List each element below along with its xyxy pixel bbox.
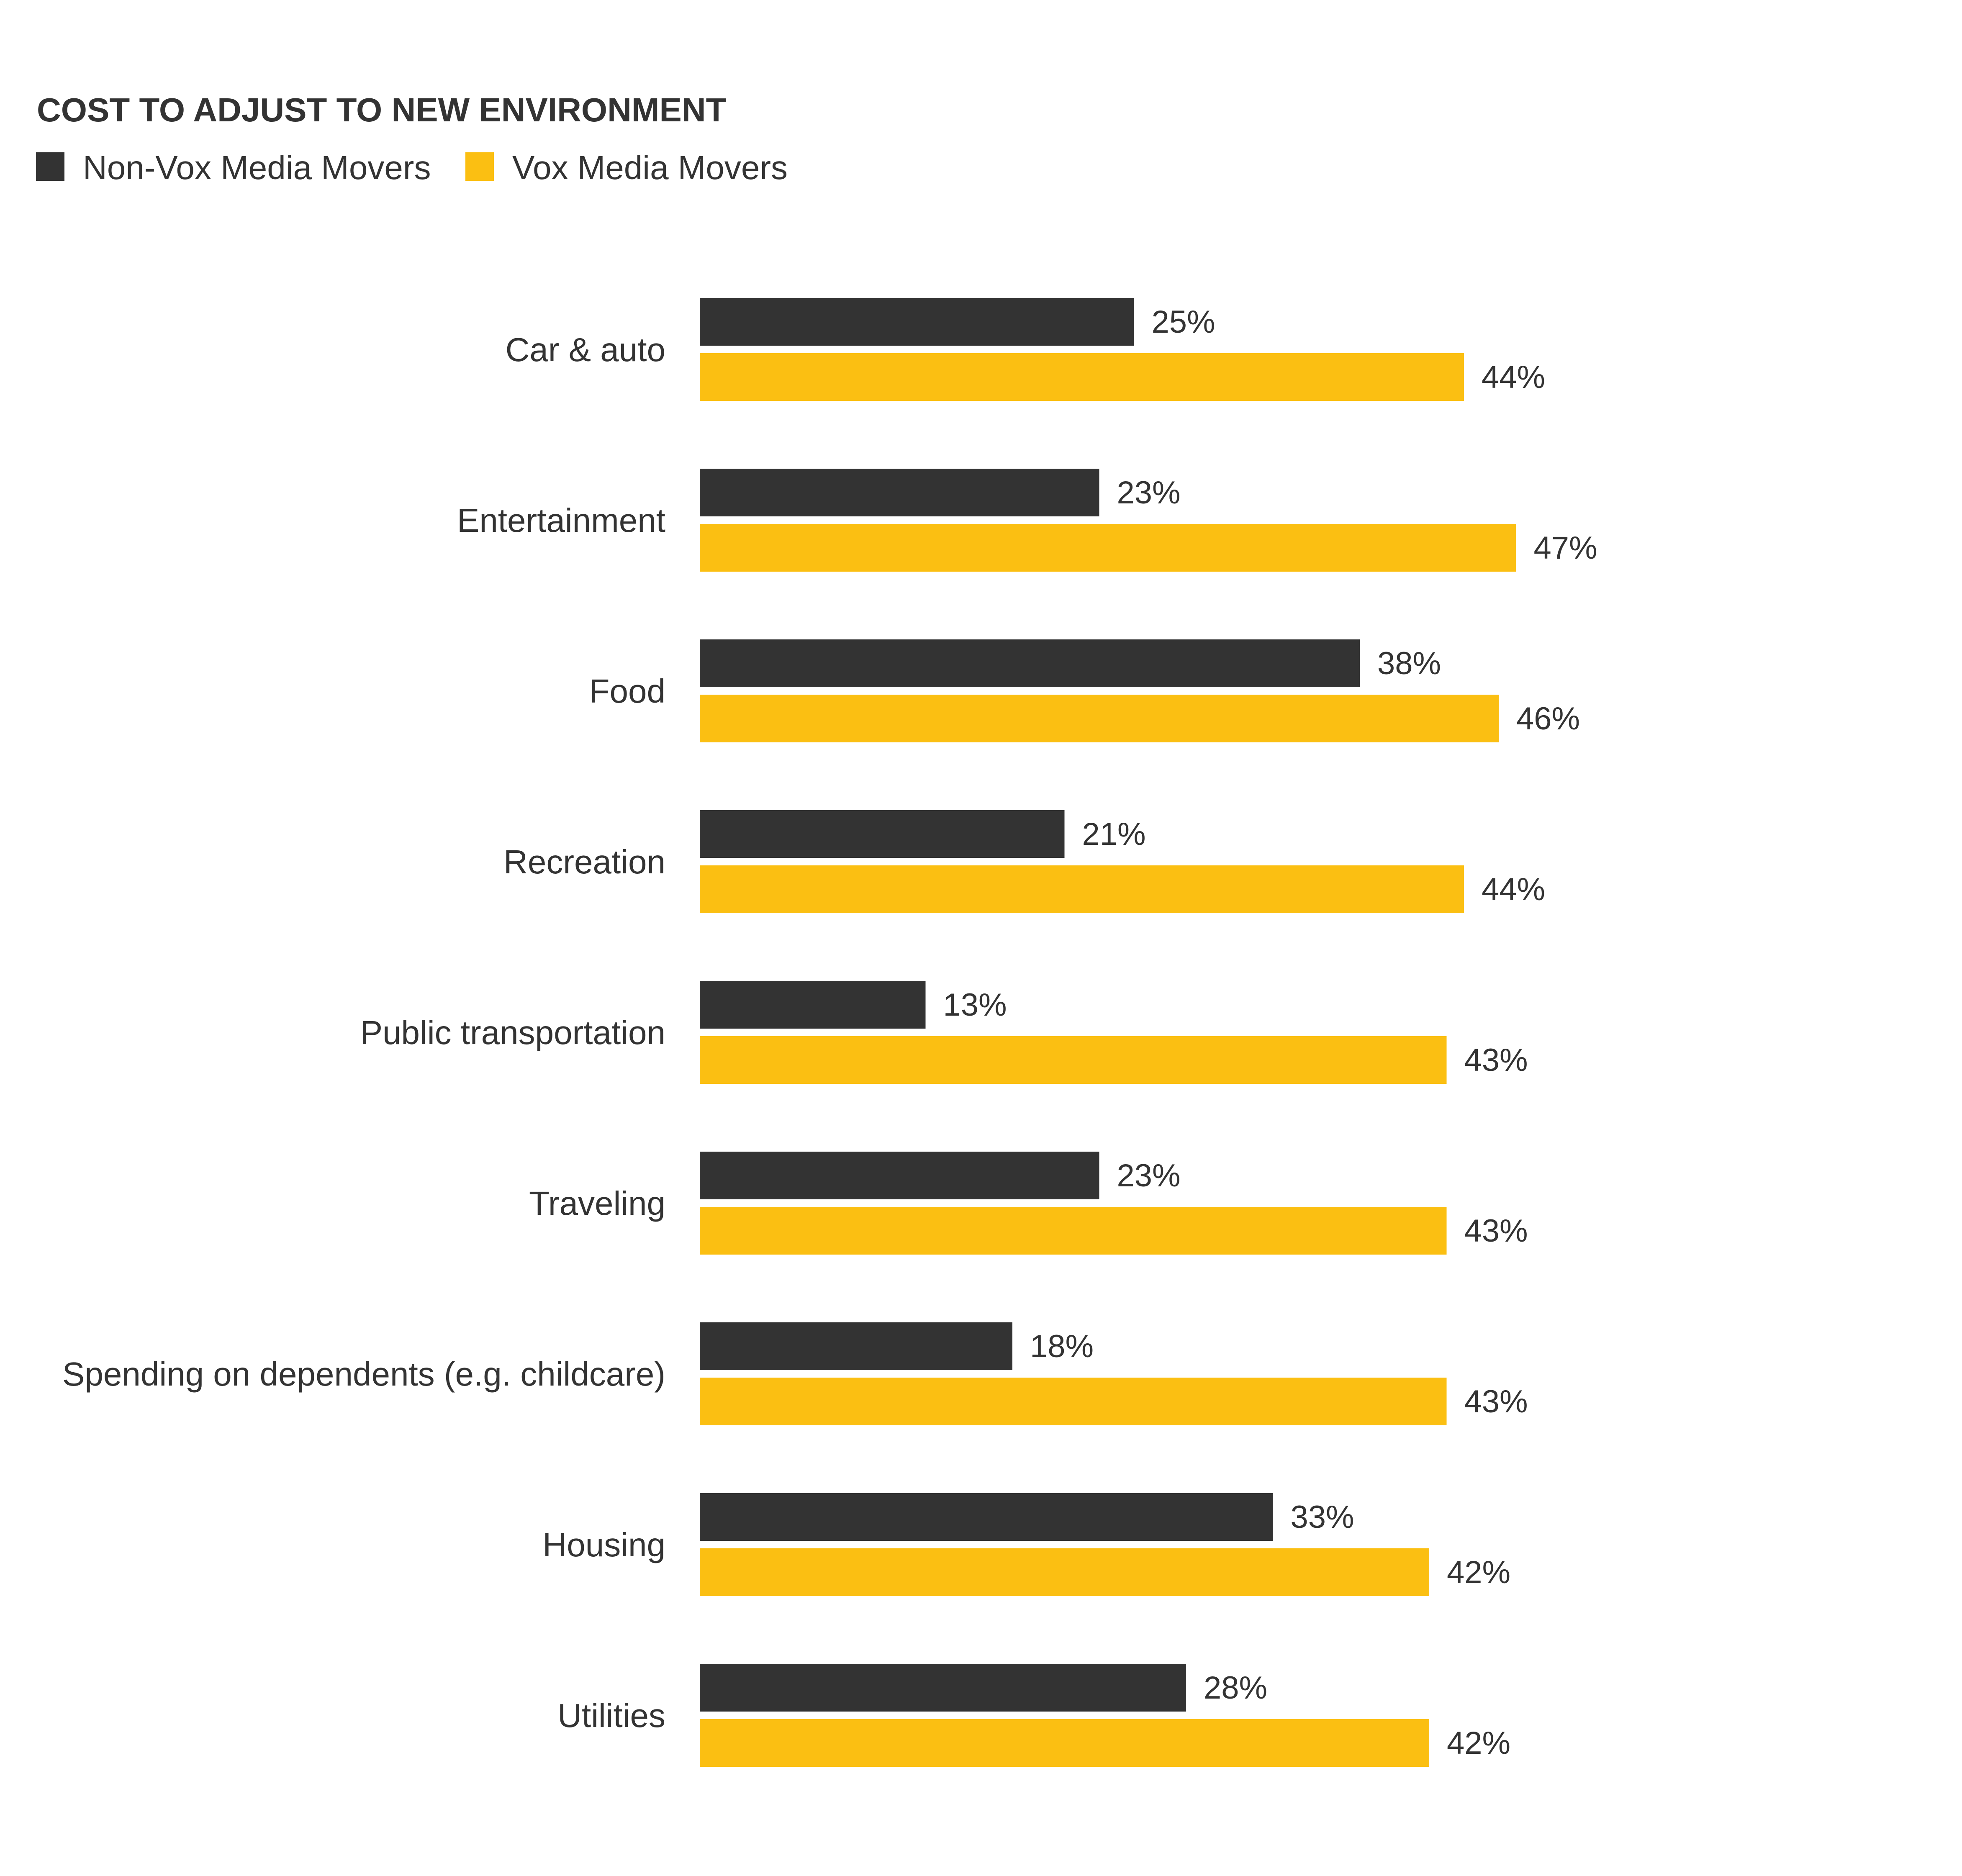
bar-non-vox xyxy=(700,469,1099,516)
value-label-non-vox: 13% xyxy=(943,987,1007,1023)
bar-non-vox xyxy=(700,1152,1099,1199)
value-label-vox: 47% xyxy=(1534,530,1597,566)
category-group: Public transportation 13% 43% xyxy=(360,981,1528,1084)
plot-area: Car & auto 25% 44% Entertainment 23% 47% Food 3… xyxy=(62,298,1597,1767)
bar-non-vox xyxy=(700,1493,1273,1541)
value-label-non-vox: 28% xyxy=(1204,1670,1267,1706)
category-label: Entertainment xyxy=(457,502,665,539)
value-label-non-vox: 33% xyxy=(1291,1499,1354,1535)
bar-non-vox xyxy=(700,981,926,1029)
value-label-vox: 43% xyxy=(1464,1213,1528,1249)
legend-swatch-vox xyxy=(465,152,494,181)
bar-non-vox xyxy=(700,810,1065,858)
bar-vox xyxy=(700,1036,1447,1084)
category-group: Spending on dependents (e.g. childcare) 1… xyxy=(62,1322,1528,1425)
category-label: Food xyxy=(589,672,665,710)
bar-vox xyxy=(700,1548,1429,1596)
value-label-vox: 43% xyxy=(1464,1384,1528,1419)
value-label-non-vox: 23% xyxy=(1117,1158,1181,1193)
bar-vox xyxy=(700,865,1464,913)
value-label-vox: 42% xyxy=(1447,1725,1510,1761)
bar-vox xyxy=(700,524,1516,572)
category-group: Food 38% 46% xyxy=(589,639,1580,742)
category-label: Public transportation xyxy=(360,1014,665,1051)
category-group: Car & auto 25% 44% xyxy=(506,298,1545,401)
value-label-vox: 42% xyxy=(1447,1555,1510,1590)
bar-non-vox xyxy=(700,298,1134,346)
value-label-non-vox: 23% xyxy=(1117,475,1181,511)
legend: Non-Vox Media Movers Vox Media Movers xyxy=(36,149,788,186)
category-label: Recreation xyxy=(503,843,665,880)
category-label: Housing xyxy=(542,1526,665,1563)
value-label-non-vox: 18% xyxy=(1030,1329,1094,1364)
bar-vox xyxy=(700,353,1464,401)
category-group: Traveling 23% 43% xyxy=(529,1152,1528,1255)
bar-vox xyxy=(700,1207,1447,1255)
legend-swatch-non-vox xyxy=(36,152,64,181)
value-label-vox: 46% xyxy=(1516,701,1580,737)
bar-vox xyxy=(700,1378,1447,1425)
value-label-non-vox: 21% xyxy=(1082,816,1146,852)
legend-label-vox: Vox Media Movers xyxy=(512,149,788,186)
category-group: Recreation 21% 44% xyxy=(503,810,1545,913)
bar-non-vox xyxy=(700,1664,1186,1712)
category-group: Utilities 28% 42% xyxy=(557,1664,1510,1767)
chart-title: COST TO ADJUST TO NEW ENVIRONMENT xyxy=(37,91,727,128)
value-label-vox: 43% xyxy=(1464,1042,1528,1078)
value-label-non-vox: 38% xyxy=(1377,646,1441,681)
category-label: Car & auto xyxy=(506,331,665,368)
bar-vox xyxy=(700,695,1499,742)
category-group: Housing 33% 42% xyxy=(542,1493,1510,1596)
category-group: Entertainment 23% 47% xyxy=(457,469,1597,572)
value-label-vox: 44% xyxy=(1482,872,1545,907)
bar-non-vox xyxy=(700,1322,1012,1370)
value-label-non-vox: 25% xyxy=(1152,304,1215,340)
category-label: Spending on dependents (e.g. childcare) xyxy=(62,1355,665,1393)
legend-label-non-vox: Non-Vox Media Movers xyxy=(83,149,431,186)
category-label: Traveling xyxy=(529,1185,665,1222)
bar-non-vox xyxy=(700,639,1360,687)
bar-vox xyxy=(700,1719,1429,1767)
value-label-vox: 44% xyxy=(1482,359,1545,395)
category-label: Utilities xyxy=(557,1697,665,1734)
